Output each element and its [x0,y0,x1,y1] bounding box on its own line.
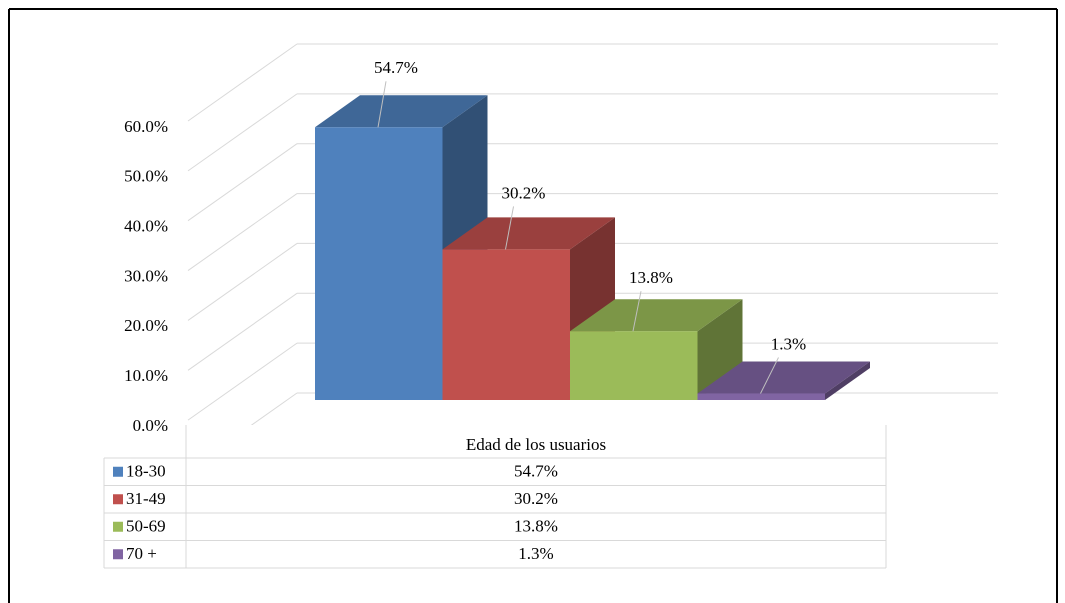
bar-top [570,299,743,332]
legend-key [113,494,123,505]
data-label: 13.8% [629,268,673,287]
y-tick-label: 0.0% [133,416,168,435]
grid-line [187,143,298,222]
legend-label: 70 + [126,544,157,563]
bar-top [442,217,615,250]
legend-key [113,466,123,477]
leader-line [760,357,779,394]
frame [8,8,1058,603]
leader-line [377,81,387,128]
data-label: 30.2% [502,183,546,202]
legend-label: 18-30 [126,462,166,481]
table-value: 54.7% [514,462,558,481]
data-label: 54.7% [374,58,418,77]
legend-label: 31-49 [126,489,166,508]
grid-line [187,342,298,421]
legend-key [113,521,123,532]
grid-line [250,392,298,425]
legend-label: 50-69 [126,517,166,536]
table-value: 13.8% [514,517,558,536]
table-value: 30.2% [514,489,558,508]
bar [570,331,698,400]
leader-line [505,206,514,250]
bar-top [697,361,870,394]
y-tick-label: 10.0% [124,366,168,385]
y-tick-label: 30.0% [124,266,168,285]
grid-line [187,193,298,271]
bar [315,127,443,400]
bar-top [315,95,488,128]
y-tick-label: 20.0% [124,316,168,335]
grid-line [187,93,298,172]
bar [442,249,570,400]
y-tick-label: 40.0% [124,216,168,235]
bar-side [825,361,870,400]
y-tick-label: 50.0% [124,167,168,186]
leader-line [632,291,642,332]
table-value: 1.3% [518,544,553,563]
wall-edge [187,43,298,122]
legend-key [113,549,123,560]
bar [697,393,825,400]
y-tick-label: 60.0% [124,117,168,136]
grid-line [187,292,298,371]
grid-line [187,243,298,321]
table-header: Edad de los usuarios [466,435,606,454]
data-label: 1.3% [771,334,806,353]
